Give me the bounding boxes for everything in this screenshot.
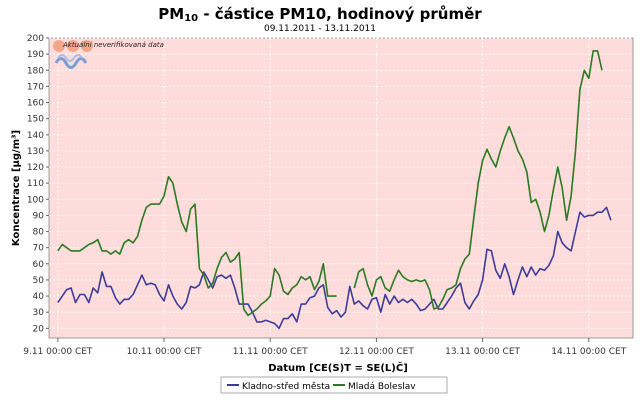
y-tick-label: 120 — [27, 163, 44, 173]
y-axis-label: Koncentrace [µg/m³] — [11, 130, 22, 246]
x-tick-label: 11.11 00:00 CET — [233, 347, 308, 357]
series-line-mlada-boleslav — [57, 50, 603, 317]
y-tick-label: 70 — [33, 244, 45, 254]
wave-icon — [57, 54, 83, 62]
legend-label-kladno: Kladno-střed města — [242, 382, 330, 392]
y-tick-label: 200 — [27, 34, 44, 44]
y-tick-label: 60 — [33, 260, 45, 270]
y-tick-label: 100 — [27, 195, 44, 205]
legend-label-mlada-boleslav: Mladá Boleslav — [348, 382, 416, 392]
x-tick-label: 14.11 00:00 CET — [551, 347, 626, 357]
grid — [49, 37, 633, 338]
status-dot-icon — [67, 40, 79, 52]
x-tick-label: 9.11 00:00 CET — [23, 347, 93, 357]
x-axis-label: Datum [CE(S)T = SE(L)Č] — [268, 361, 408, 374]
y-tick-label: 150 — [27, 115, 44, 125]
y-tick-label: 110 — [27, 179, 44, 189]
y-tick-label: 160 — [27, 99, 44, 109]
y-tick-label: 40 — [33, 292, 45, 302]
y-tick-label: 50 — [33, 276, 45, 286]
chart-subtitle: 09.11.2011 - 13.11.2011 — [264, 24, 376, 34]
data-status-marker — [53, 40, 93, 69]
series-line-kladno — [57, 206, 612, 330]
chart-title: PM10 - částice PM10, hodinový průměr — [158, 5, 482, 24]
y-tick-label: 190 — [27, 50, 44, 60]
x-tick-label: 13.11 00:00 CET — [445, 347, 520, 357]
status-dot-icon — [81, 40, 93, 52]
y-tick-label: 140 — [27, 131, 44, 141]
y-tick-label: 30 — [33, 308, 45, 318]
y-tick-label: 180 — [27, 66, 44, 76]
x-axis-ticks: 9.11 00:00 CET 10.11 00:00 CET 11.11 00:00… — [23, 338, 627, 357]
y-tick-label: 20 — [33, 324, 45, 334]
series-layer — [57, 50, 612, 330]
legend: Kladno-střed města Mladá Boleslav — [220, 376, 448, 394]
status-dot-icon — [53, 40, 65, 52]
y-axis-ticks: 20 30 40 50 60 70 80 90 100 110 120 130 140 150 160 170… — [27, 34, 49, 334]
y-tick-label: 170 — [27, 82, 44, 92]
wave-icon — [54, 57, 88, 69]
y-tick-label: 130 — [27, 147, 44, 157]
unverified-data-note: Aktuální neverifikovaná data — [62, 41, 164, 49]
y-tick-label: 80 — [33, 228, 45, 238]
x-tick-label: 10.11 00:00 CET — [127, 347, 202, 357]
plot-background — [48, 37, 634, 339]
y-tick-label: 90 — [33, 211, 45, 221]
x-tick-label: 12.11 00:00 CET — [339, 347, 414, 357]
